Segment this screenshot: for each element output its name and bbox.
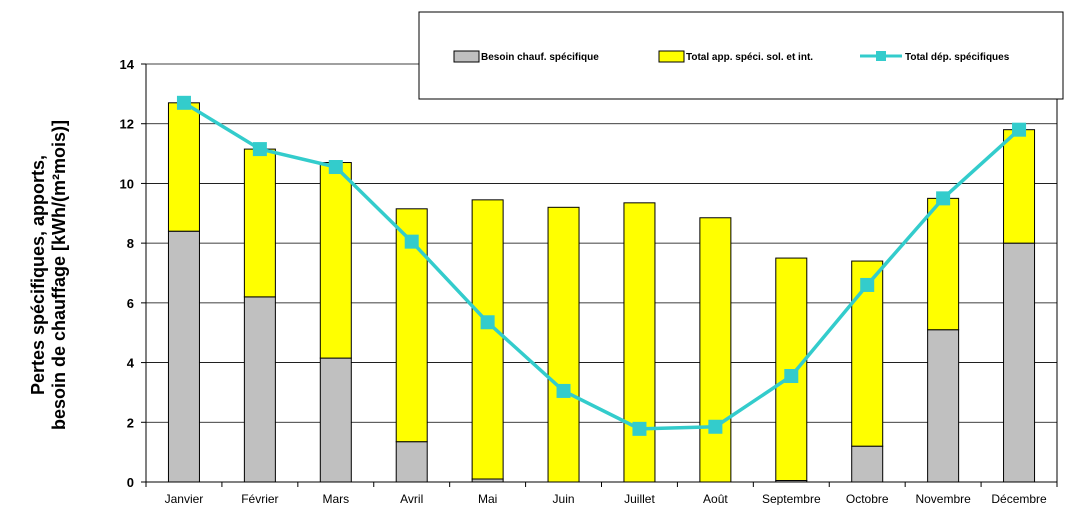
legend-box — [418, 11, 1064, 100]
y-tick-label-8: 8 — [127, 236, 134, 251]
bar-apports-7 — [699, 217, 732, 483]
line-marker-8 — [784, 369, 799, 384]
bar-apports-6 — [623, 202, 656, 483]
bar-besoin-0 — [167, 230, 200, 483]
y-tick-label-12: 12 — [120, 117, 134, 132]
bar-apports-2 — [319, 162, 352, 359]
x-tick-label-7: Août — [703, 492, 728, 505]
line-series — [176, 95, 1027, 436]
line-marker-3 — [404, 234, 419, 249]
legend: Besoin chauf. spécifique Total app. spéc… — [418, 11, 1064, 100]
x-tick-label-10: Novembre — [915, 492, 971, 505]
line-marker-2 — [328, 160, 343, 175]
x-tick-label-5: Juin — [553, 492, 575, 505]
bar-apports-10 — [927, 197, 960, 331]
x-tick-label-0: Janvier — [165, 492, 204, 505]
y-tick-label-4: 4 — [127, 356, 135, 371]
line-marker-7 — [708, 419, 723, 434]
bar-apports-1 — [243, 148, 276, 298]
legend-swatch-apports — [658, 50, 685, 63]
x-tick-label-4: Mai — [478, 492, 497, 505]
x-tick-label-9: Octobre — [846, 492, 889, 505]
axes — [141, 63, 1058, 487]
legend-label-depenses: Total dép. spécifiques — [905, 52, 1010, 63]
line-marker-11 — [1012, 122, 1027, 137]
bar-apports-5 — [547, 206, 580, 483]
line-marker-6 — [632, 421, 647, 436]
bars — [167, 102, 1036, 483]
x-tick-label-11: Décembre — [991, 492, 1047, 505]
bar-apports-4 — [471, 199, 504, 480]
bar-apports-0 — [167, 102, 200, 232]
y-tick-label-14: 14 — [120, 57, 135, 72]
line-depenses — [183, 101, 1021, 431]
line-marker-1 — [252, 142, 267, 157]
x-tick-label-1: Février — [241, 492, 278, 505]
bar-besoin-9 — [851, 445, 884, 483]
line-marker-0 — [176, 95, 191, 110]
line-marker-9 — [860, 277, 875, 292]
y-axis-label-line1: Pertes spécifiques, apports, — [28, 155, 48, 395]
line-marker-4 — [480, 315, 495, 330]
y-tick-label-2: 2 — [127, 415, 134, 430]
y-axis-label-line2: besoin de chauffage [kWh/(m²mois)] — [49, 120, 69, 430]
y-tick-label-10: 10 — [120, 176, 134, 191]
line-marker-10 — [936, 191, 951, 206]
y-axis-label: Pertes spécifiques, apports, besoin de c… — [28, 120, 69, 430]
bar-apports-3 — [395, 208, 428, 443]
y-tick-label-0: 0 — [127, 475, 134, 490]
bar-besoin-1 — [243, 296, 276, 483]
legend-label-besoin: Besoin chauf. spécifique — [481, 52, 599, 63]
gridlines — [146, 63, 1057, 423]
x-tick-label-2: Mars — [322, 492, 349, 505]
legend-swatch-besoin — [453, 50, 480, 63]
x-tick-labels: Janvier Février Mars Avril Mai Juin Juillet Aoû… — [165, 492, 1047, 505]
legend-swatch-marker — [876, 51, 886, 61]
bar-besoin-2 — [319, 357, 352, 483]
bar-besoin-3 — [395, 441, 428, 483]
line-marker-5 — [556, 383, 571, 398]
x-tick-label-6: Juillet — [624, 492, 655, 505]
y-tick-labels: 0 2 4 6 8 10 12 14 — [120, 57, 135, 490]
legend-label-apports: Total app. spéci. sol. et int. — [686, 52, 813, 63]
bar-apports-11 — [1003, 129, 1036, 244]
x-tick-label-3: Avril — [400, 492, 423, 505]
y-tick-label-6: 6 — [127, 296, 134, 311]
bar-besoin-11 — [1003, 242, 1036, 483]
bar-besoin-10 — [927, 329, 960, 483]
x-tick-label-8: Septembre — [762, 492, 821, 505]
